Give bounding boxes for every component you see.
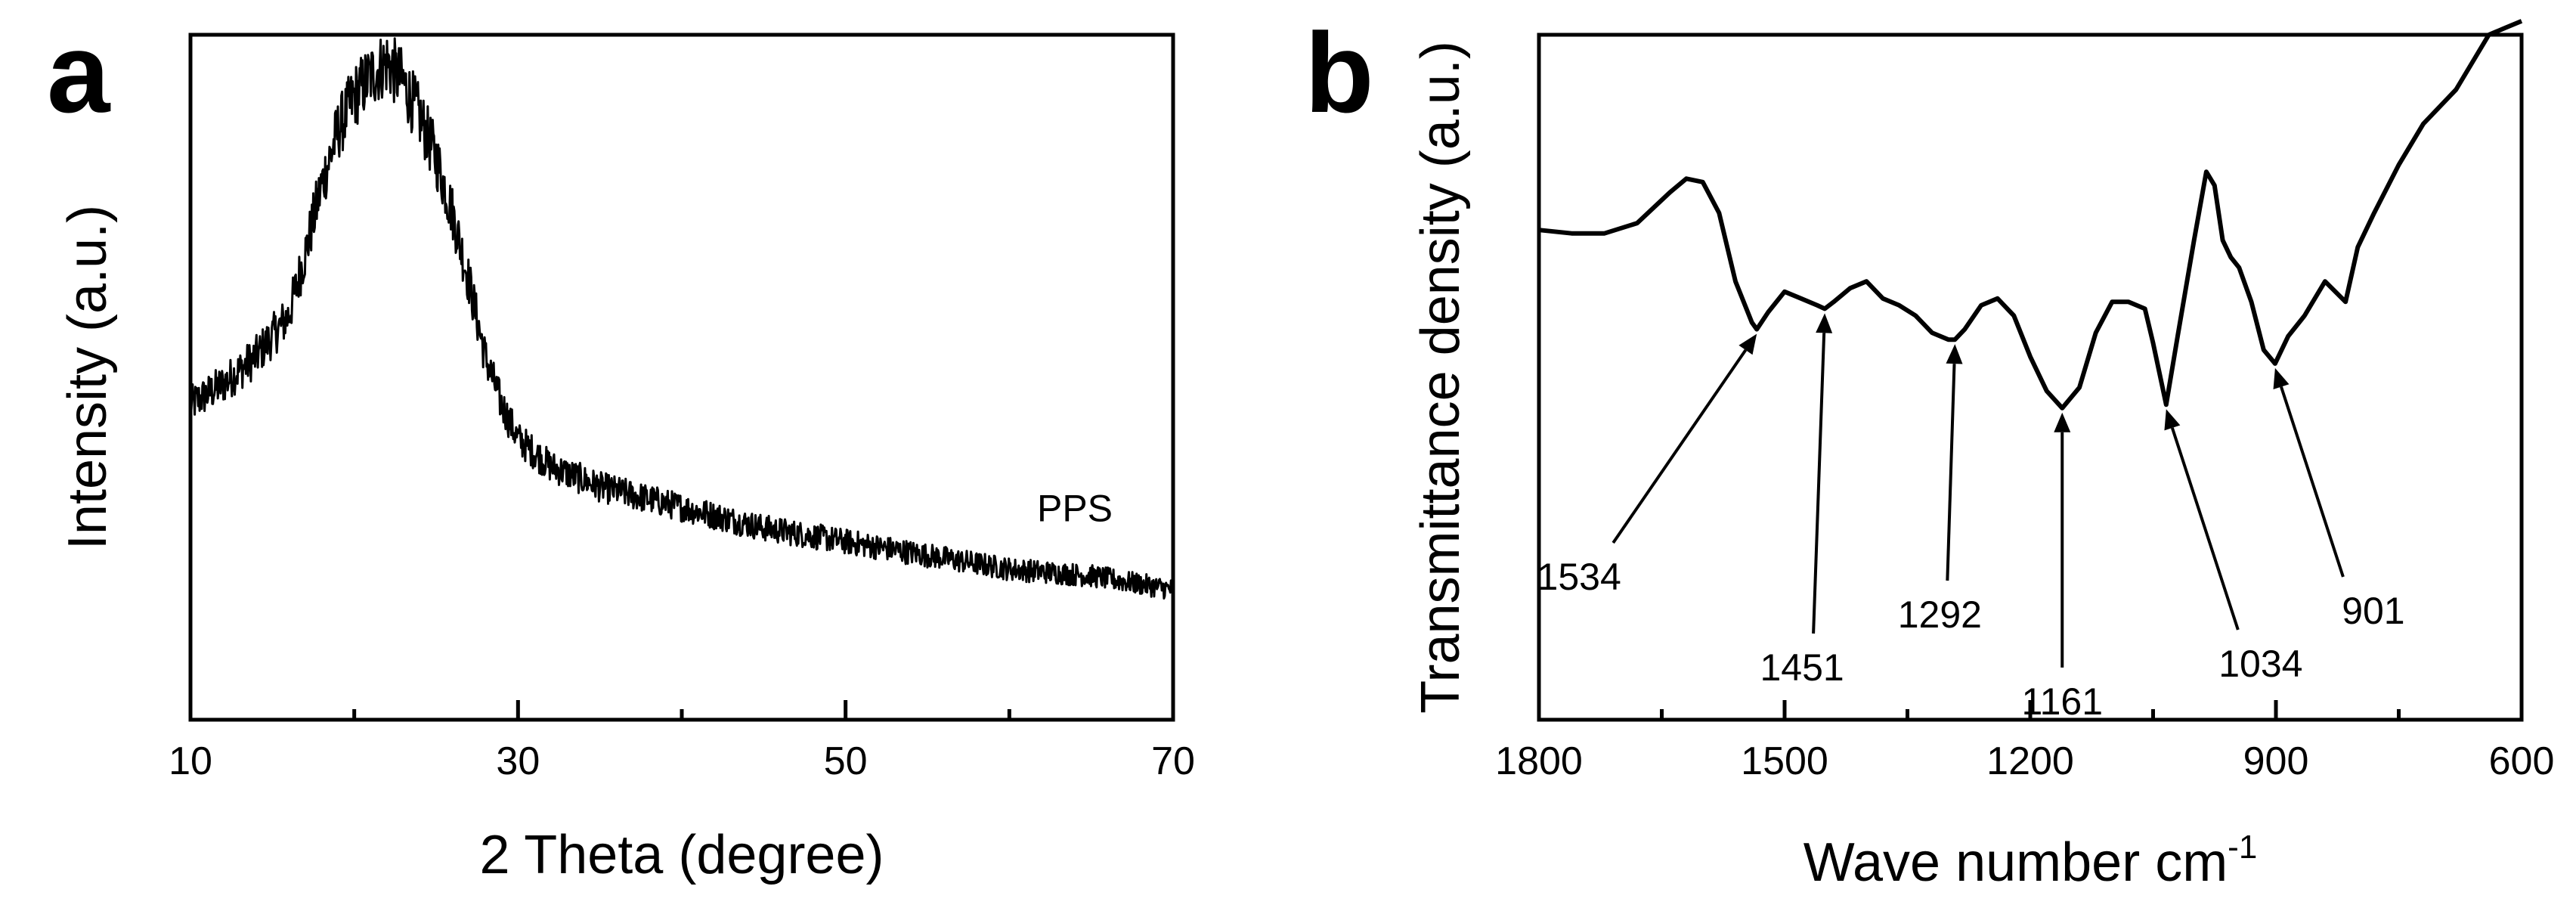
annotation-label-1292: 1292 — [1898, 593, 1982, 636]
panel-a-series-label: PPS — [1037, 487, 1113, 529]
annotation-arrow-head-1161 — [2054, 412, 2071, 432]
panel-a-tick-label: 30 — [496, 739, 540, 783]
annotation-arrow-head-1292 — [1946, 344, 1963, 364]
panel-b-x-tick-labels: 1800 1500 1200 900 600 — [1495, 739, 2554, 783]
annotation-arrow-head-1451 — [1816, 313, 1833, 333]
annotation-label-1451: 1451 — [1760, 646, 1844, 689]
annotation-arrow-head-1034 — [2164, 409, 2181, 431]
panel-a-tick-label: 50 — [824, 739, 868, 783]
annotation-arrow-shaft-1292 — [1946, 364, 1956, 581]
panel-b-x-ticks — [1537, 700, 2524, 720]
panel-b-x-axis-title: Wave number cm-1 — [1804, 829, 2258, 893]
panel-a-y-axis-title: Intensity (a.u.) — [57, 205, 118, 550]
annotation-label-1034: 1034 — [2218, 643, 2302, 685]
panel-a-label: a — [47, 9, 111, 136]
panel-b-series — [1538, 19, 2523, 411]
panel-b-tick-label: 1500 — [1741, 739, 1828, 783]
annotation-arrow-shaft-1534 — [1612, 349, 1748, 544]
panel-b: b 1800 1500 1200 900 600 1534 1451 1292 1161 103… — [1305, 9, 2554, 893]
panel-a-series-line-0 — [189, 37, 1174, 600]
panel-b-tick-label: 900 — [2243, 739, 2309, 783]
panel-a-tick-label: 10 — [169, 739, 212, 783]
annotation-arrow-shaft-1034 — [2170, 427, 2240, 631]
panel-b-y-axis-title: Transmittance density (a.u.) — [1410, 41, 1471, 714]
panel-a-x-tick-labels: 10 30 50 70 — [169, 739, 1195, 783]
panel-b-x-axis-title-superscript: -1 — [2228, 829, 2257, 866]
panel-a-x-ticks — [188, 700, 1175, 720]
panel-a-series — [189, 37, 1174, 600]
panel-b-tick-label: 1200 — [1986, 739, 2074, 783]
panel-b-tick-label: 600 — [2489, 739, 2555, 783]
panel-a-x-axis-title: 2 Theta (degree) — [479, 825, 884, 885]
annotation-arrow-shaft-901 — [2280, 386, 2345, 578]
annotation-label-1534: 1534 — [1537, 556, 1621, 598]
panel-a-tick-label: 70 — [1151, 739, 1195, 783]
panel-b-peak-annotations: 1534 1451 1292 1161 1034 901 — [1537, 313, 2405, 723]
annotation-label-1161: 1161 — [2021, 680, 2103, 723]
panel-b-series-line-0 — [1538, 19, 2523, 411]
panel-b-tick-label: 1800 — [1495, 739, 1583, 783]
annotation-arrow-shaft-1451 — [1812, 333, 1826, 634]
panel-a: a 10 30 50 70 PPS 2 Theta (degree) Intensit… — [47, 9, 1195, 885]
annotation-arrow-head-901 — [2273, 367, 2290, 390]
panel-b-x-axis-title-main: Wave number cm — [1804, 832, 2228, 893]
annotation-label-901: 901 — [2342, 590, 2404, 632]
panel-b-label: b — [1305, 9, 1374, 136]
annotation-arrow-head-1534 — [1738, 333, 1757, 355]
